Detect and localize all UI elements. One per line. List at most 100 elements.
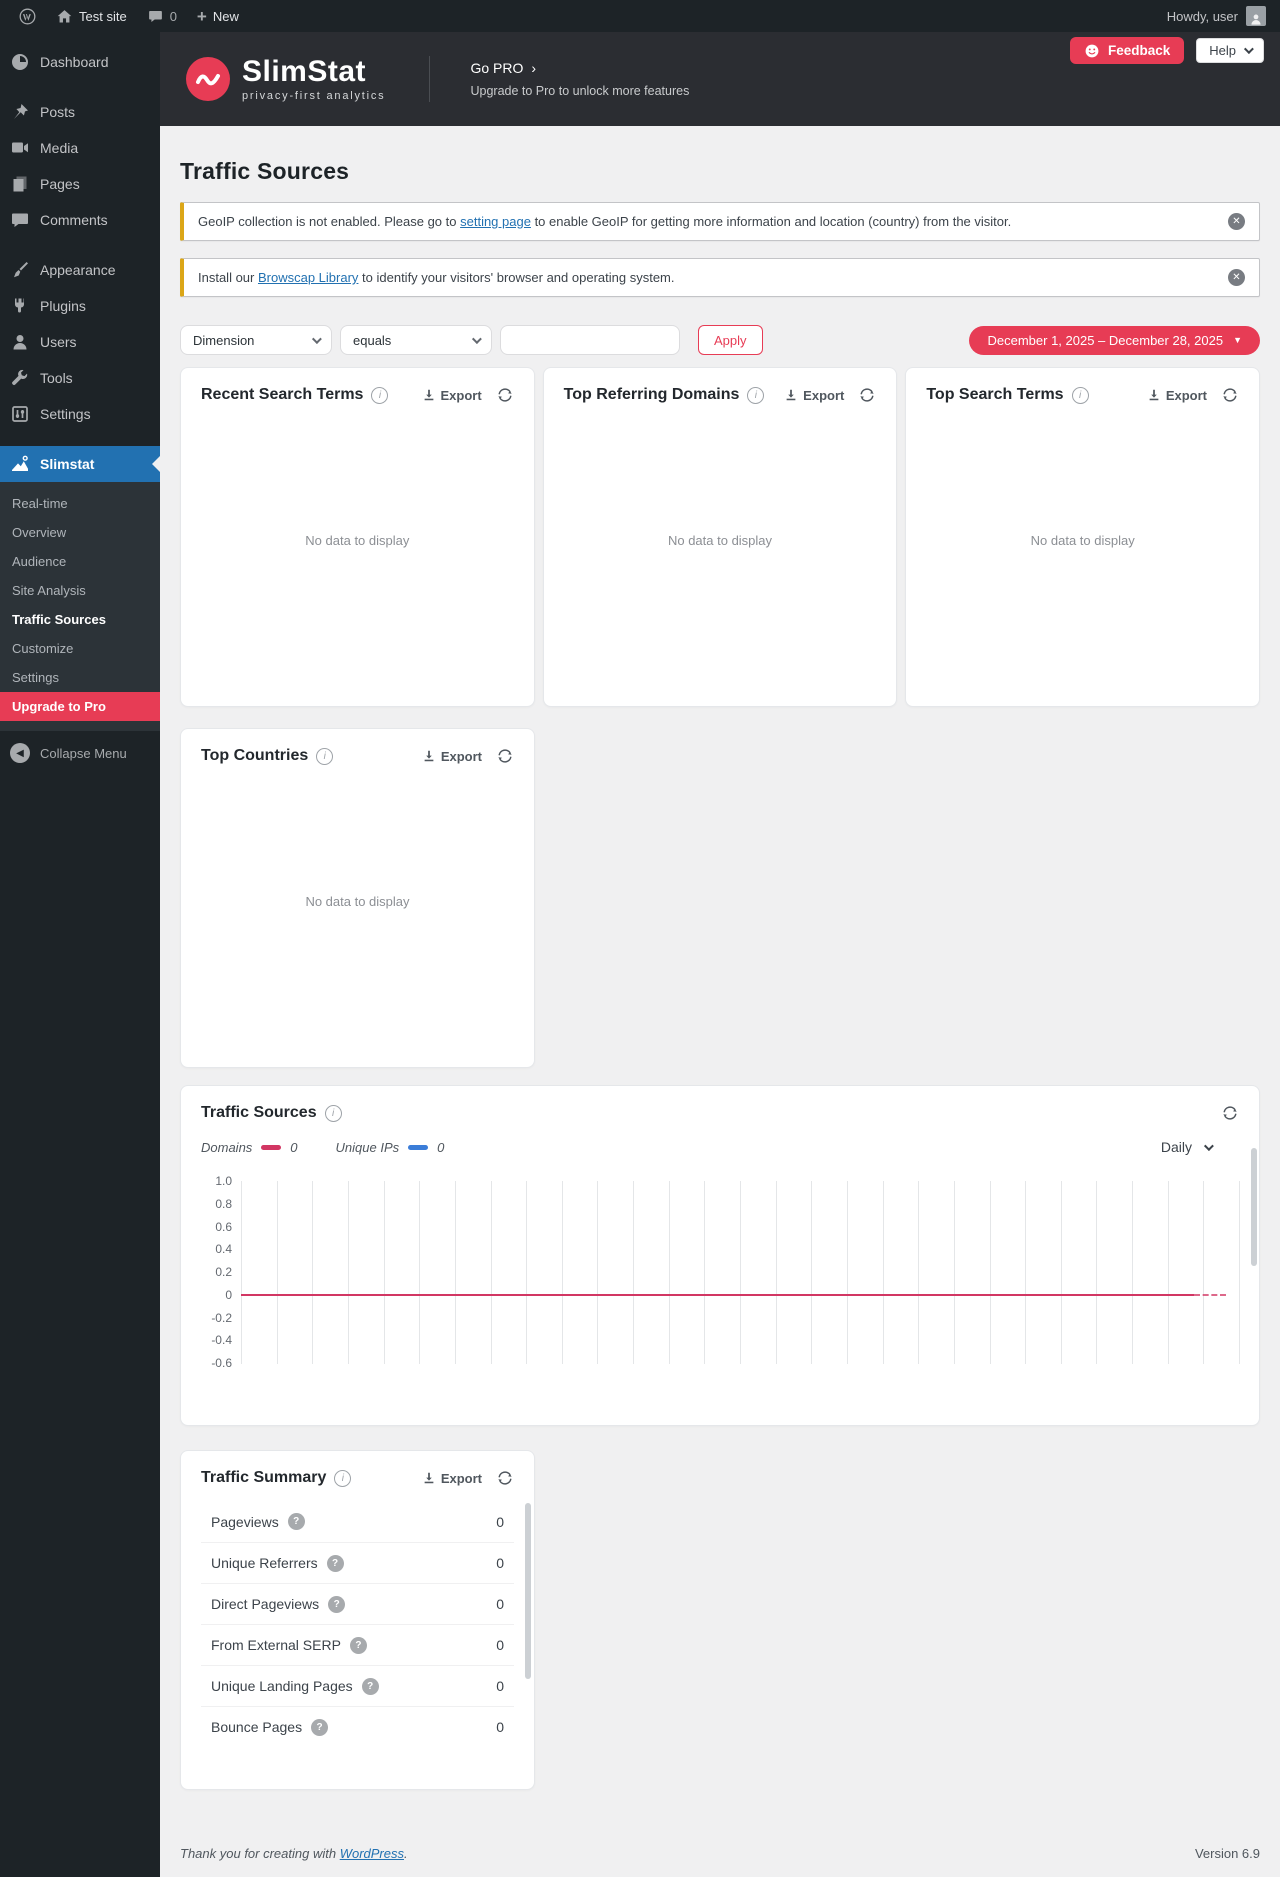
panel-title: Top Countries: [201, 747, 309, 764]
refresh-icon[interactable]: [496, 1469, 514, 1487]
interval-select[interactable]: Daily: [1161, 1139, 1239, 1155]
summary-row-label: Direct Pageviews: [211, 1596, 320, 1612]
smiley-icon: [1085, 44, 1099, 57]
submenu-site-analysis[interactable]: Site Analysis: [12, 583, 86, 598]
chart-gridline: [1132, 1181, 1134, 1364]
go-pro-link[interactable]: Go PRO ›: [470, 60, 689, 76]
sidebar-item-comments[interactable]: Comments: [0, 202, 160, 238]
comments-menu[interactable]: 0: [138, 0, 186, 32]
summary-row-value: 0: [496, 1637, 504, 1653]
summary-row: Bounce Pages ? 0: [201, 1706, 514, 1747]
chart-gridline: [347, 1181, 349, 1364]
submenu-audience[interactable]: Audience: [12, 554, 67, 569]
refresh-icon[interactable]: [1221, 386, 1239, 404]
info-icon[interactable]: i: [371, 386, 389, 404]
wp-logo-icon[interactable]: [10, 0, 45, 32]
collapse-menu-button[interactable]: ◀ Collapse Menu: [0, 731, 160, 775]
filter-value-input[interactable]: [500, 325, 680, 355]
info-icon[interactable]: i: [316, 747, 334, 765]
chart-gridline: [633, 1181, 635, 1364]
submenu-traffic-sources[interactable]: Traffic Sources: [12, 612, 106, 627]
submenu-overview[interactable]: Overview: [12, 525, 67, 540]
chart-gridline: [704, 1181, 706, 1364]
info-icon[interactable]: i: [747, 386, 765, 404]
sidebar-item-label: Dashboard: [40, 54, 109, 70]
submenu-real-time[interactable]: Real-time: [12, 496, 68, 511]
sidebar-item-pages[interactable]: Pages: [0, 166, 160, 202]
info-icon[interactable]: i: [324, 1104, 342, 1122]
sidebar-item-label: Media: [40, 140, 79, 156]
submenu-customize[interactable]: Customize: [12, 641, 74, 656]
export-button[interactable]: Export: [1147, 388, 1207, 403]
panel-top-countries: Top Countries i Export No data to displa…: [180, 728, 535, 1068]
refresh-icon[interactable]: [496, 747, 514, 765]
sidebar-item-appearance[interactable]: Appearance: [0, 252, 160, 288]
help-icon[interactable]: ?: [328, 1595, 346, 1613]
help-icon[interactable]: ?: [287, 1513, 305, 1530]
sliders-icon: [12, 406, 28, 422]
chart-title: Traffic Sources: [201, 1104, 317, 1121]
date-range-button[interactable]: December 1, 2025 – December 28, 2025 ▼: [969, 325, 1260, 355]
sidebar-item-users[interactable]: Users: [0, 324, 160, 360]
y-tick-label: 0.6: [215, 1219, 232, 1234]
sidebar-item-media[interactable]: Media: [0, 130, 160, 166]
help-icon[interactable]: ?: [349, 1636, 367, 1654]
sidebar-item-tools[interactable]: Tools: [0, 360, 160, 396]
help-icon[interactable]: ?: [326, 1554, 344, 1572]
chart-legend: Domains 0 Unique IPs 0 Daily: [201, 1139, 1239, 1155]
info-icon[interactable]: i: [334, 1469, 352, 1487]
panel-recent-search-terms: Recent Search Terms i Export No: [180, 367, 535, 707]
avatar[interactable]: [1246, 6, 1266, 26]
howdy-user[interactable]: Howdy, user: [1166, 8, 1238, 24]
help-icon[interactable]: ?: [361, 1677, 379, 1695]
export-button[interactable]: Export: [784, 388, 844, 403]
notice-text: GeoIP collection is not enabled. Please …: [198, 214, 461, 229]
legend-item-domains: Domains 0: [201, 1140, 298, 1155]
feedback-button[interactable]: Feedback: [1069, 37, 1185, 64]
chart-scrollbar[interactable]: [1251, 1148, 1257, 1266]
interval-select-value: Daily: [1160, 1139, 1192, 1155]
chart-gridline: [811, 1181, 813, 1364]
export-label: Export: [440, 387, 482, 403]
page-title: Traffic Sources: [180, 158, 350, 184]
refresh-icon[interactable]: [858, 386, 876, 404]
info-icon[interactable]: i: [1071, 386, 1089, 404]
site-menu[interactable]: Test site: [47, 0, 136, 32]
help-button[interactable]: Help: [1196, 38, 1264, 63]
sidebar-item-posts[interactable]: Posts: [0, 94, 160, 130]
submenu-upgrade-to-pro[interactable]: Upgrade to Pro: [0, 692, 160, 721]
sidebar-item-settings[interactable]: Settings: [0, 396, 160, 432]
summary-scrollbar[interactable]: [525, 1503, 531, 1679]
browscap-library-link[interactable]: Browscap Library: [257, 270, 359, 285]
export-button[interactable]: Export: [422, 749, 482, 764]
help-icon[interactable]: ?: [311, 1718, 329, 1736]
notice-geoip: GeoIP collection is not enabled. Please …: [180, 202, 1260, 241]
operator-select[interactable]: equals: [340, 325, 492, 355]
dimension-select[interactable]: Dimension: [180, 325, 332, 355]
user-icon: [13, 335, 27, 350]
sidebar-item-slimstat[interactable]: Slimstat: [0, 446, 160, 482]
refresh-icon[interactable]: [496, 386, 514, 404]
export-button[interactable]: Export: [422, 1471, 482, 1486]
sidebar-item-dashboard[interactable]: Dashboard: [0, 44, 160, 80]
dismiss-notice-icon[interactable]: ✕: [1228, 269, 1245, 286]
panel-title: Top Referring Domains: [563, 386, 740, 403]
dimension-select-value: Dimension: [193, 332, 255, 348]
y-tick-label: -0.6: [211, 1356, 232, 1370]
legend-swatch-domains: [261, 1144, 282, 1150]
new-menu[interactable]: + New: [188, 0, 248, 32]
sidebar-item-label: Appearance: [40, 262, 116, 278]
summary-row: From External SERP ? 0: [201, 1624, 514, 1665]
chart-gridline: [490, 1181, 492, 1364]
export-button[interactable]: Export: [422, 388, 482, 403]
brush-icon: [14, 262, 28, 278]
submenu-settings[interactable]: Settings: [12, 670, 59, 685]
wordpress-link[interactable]: WordPress: [339, 1846, 404, 1861]
sidebar-item-label: Tools: [40, 370, 73, 386]
y-tick-label: 0: [225, 1287, 232, 1302]
refresh-icon[interactable]: [1221, 1104, 1239, 1122]
sidebar-item-plugins[interactable]: Plugins: [0, 288, 160, 324]
setting-page-link[interactable]: setting page: [460, 214, 531, 229]
dismiss-notice-icon[interactable]: ✕: [1228, 213, 1245, 230]
apply-button[interactable]: Apply: [698, 325, 763, 355]
